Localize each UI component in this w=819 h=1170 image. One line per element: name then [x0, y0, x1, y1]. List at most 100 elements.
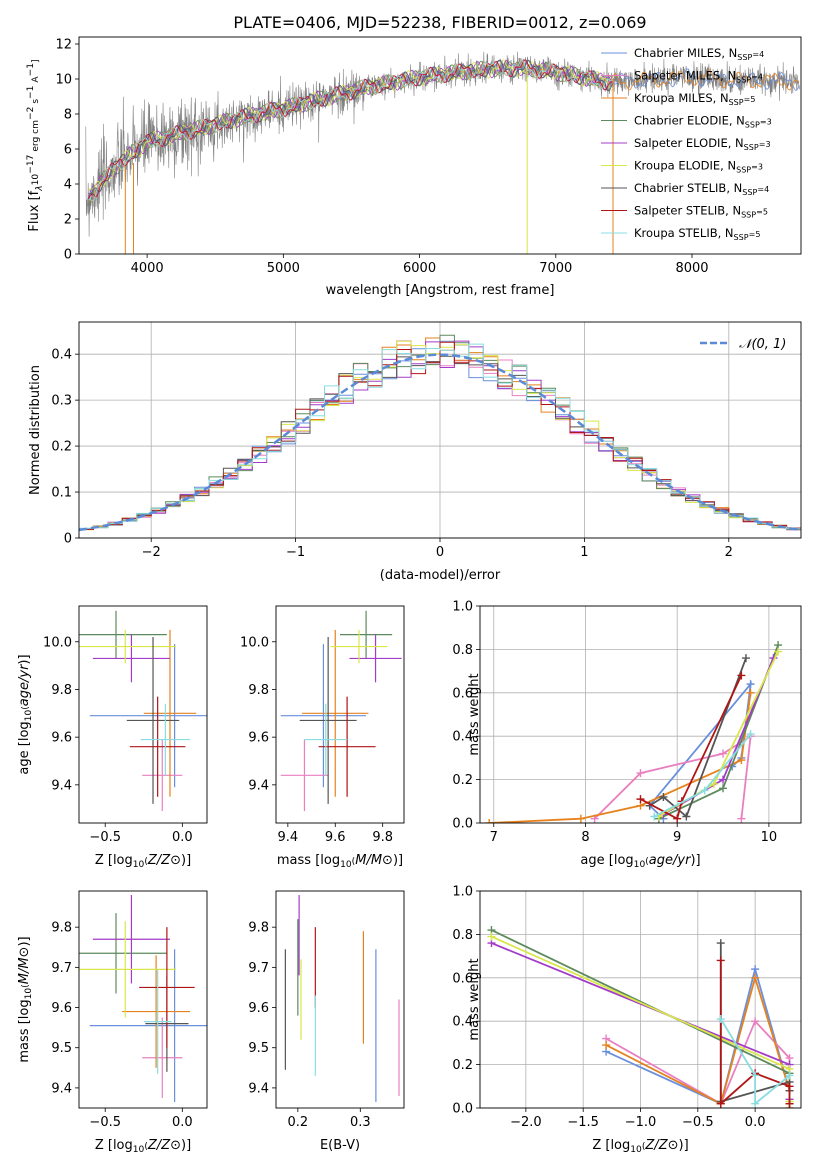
y-axis-label: Normed distribution [28, 365, 43, 495]
text-segment: 10 [340, 860, 352, 870]
series-marker-kroupa_stelib [716, 1015, 725, 1024]
text-segment: Flux [f [27, 190, 42, 231]
text-segment: ( [21, 984, 31, 988]
text-segment: s [31, 99, 41, 107]
x-tick-label: 6000 [403, 261, 436, 276]
series-marker-kroupa_miles [485, 819, 494, 823]
text-segment: Z [log [95, 853, 133, 868]
x-tick-label: 10 [761, 830, 778, 845]
x-tick-label: −2.0 [510, 1115, 542, 1130]
series-marker-kroupa_stelib [746, 730, 755, 739]
x-tick-label: 0.0 [745, 1115, 766, 1130]
x-axis-label: Z [log10(Z/Z⊙)] [95, 853, 191, 870]
series-marker-kroupa_stelib [700, 786, 709, 795]
x-axis-label: age [log10(age/yr)] [580, 853, 700, 870]
observed-spectrum-line [85, 51, 800, 237]
histogram-step-salpeter_stelib [79, 341, 801, 530]
x-axis-label: Z [log10(Z/Z⊙)] [95, 1138, 191, 1155]
y-tick-label: 8 [64, 108, 72, 123]
mass_vs_ebv-panel: 0.2 0.3 9.4 9.5 9.6 9.7 9.8 E(B-V) [248, 890, 405, 1153]
series-marker-kroupa_elodie [487, 932, 496, 941]
series-line-kroupa_elodie [658, 651, 779, 818]
text-segment: −2 [26, 107, 36, 120]
x-tick-label: −1.5 [567, 1115, 599, 1130]
y-axis-label: mass [log10(M/M⊙)] [17, 936, 34, 1062]
x-tick-label: 9.8 [372, 830, 393, 845]
text-segment: −1 [26, 86, 36, 99]
x-axis-label: E(B-V) [320, 1138, 360, 1153]
series-marker-salpeter_miles [737, 814, 746, 823]
y-tick-label: 10 [55, 73, 72, 88]
y-tick-label: 0.0 [452, 1102, 473, 1117]
x-axis-label: (data-model)/error [380, 568, 501, 583]
text-segment: Z/Z⊙ [147, 853, 181, 868]
axes-frame [78, 321, 802, 539]
errorbar-group [79, 895, 207, 1102]
y-tick-label: 9.4 [248, 778, 269, 793]
text-segment: =4 [757, 185, 769, 194]
x-tick-label: 8 [581, 830, 589, 845]
text-segment: =5 [756, 208, 768, 217]
age_vs_mass-panel: 9.4 9.6 9.8 9.4 9.6 9.8 10.0 mass [log10(M/M⊙)] [240, 605, 405, 870]
text-segment: =3 [751, 163, 763, 172]
y-tick-label: 0.0 [452, 817, 473, 832]
text-segment: Chabrier MILES, N [634, 46, 737, 60]
axes-frame [78, 890, 208, 1109]
model-spectrum-salpeter_stelib [88, 59, 613, 199]
text-segment: A [31, 76, 41, 86]
histogram-step-kroupa_stelib [79, 343, 801, 530]
y-axis-label: age [log10(age/yr)] [17, 654, 34, 774]
series-line-kroupa_miles [489, 692, 752, 823]
text-segment: )] [690, 853, 700, 868]
x-axis-label: wavelength [Angstrom, rest frame] [326, 283, 555, 298]
y-tick-label: 12 [55, 38, 72, 53]
text-segment: =3 [759, 140, 771, 149]
text-segment: Chabrier STELIB, N [634, 181, 742, 195]
text-segment: Salpeter ELODIE, N [634, 136, 744, 150]
x-tick-label: −1 [286, 545, 305, 560]
y-tick-label: 0.1 [51, 486, 72, 501]
text-segment: SSP [729, 98, 744, 107]
text-segment: age [log [580, 853, 633, 868]
y-tick-label: 0.2 [452, 773, 473, 788]
x-tick-label: −0.5 [682, 1115, 714, 1130]
text-segment: SSP [736, 166, 751, 175]
x-tick-label: −2 [142, 545, 161, 560]
text-segment: =4 [752, 50, 764, 59]
text-segment: ( [352, 857, 356, 867]
y-tick-label: 0.4 [452, 730, 473, 745]
series-group [485, 641, 783, 823]
text-segment: 10 [24, 988, 34, 1000]
text-segment: M/M⊙ [17, 947, 32, 985]
y-tick-label: 6 [64, 143, 72, 158]
y-tick-label: 9.6 [51, 1001, 72, 1016]
series-line-kroupa_stelib [720, 1018, 791, 1106]
text-segment: Z/Z⊙ [644, 1138, 678, 1153]
series-marker-salpeter_stelib [785, 1099, 794, 1108]
text-segment: 10 [31, 174, 41, 186]
legend-label: Chabrier ELODIE, NSSP=3 [634, 114, 772, 130]
text-segment: ( [21, 706, 31, 710]
y-tick-label: 0 [64, 532, 72, 547]
errorbar-group [284, 895, 400, 1102]
text-segment: )] [181, 853, 191, 868]
text-segment: =4 [751, 73, 763, 82]
text-segment: =5 [749, 230, 761, 239]
text-segment: −1 [26, 63, 36, 76]
text-segment: 10 [634, 860, 646, 870]
x-axis-label: mass [log10(M/M⊙)] [277, 853, 403, 870]
y-tick-label: 9.4 [51, 778, 72, 793]
text-segment: SSP [745, 121, 760, 130]
x-tick-label: 9.4 [278, 830, 299, 845]
y-axis-label-group: Flux [fλ10−17 erg cm−2 s−1 A−1] [26, 59, 45, 231]
histogram-legend: 𝒩(0, 1) [700, 337, 786, 352]
text-segment: )] [17, 936, 32, 946]
text-segment: ( [144, 857, 148, 867]
text-segment: ] [31, 59, 41, 63]
panels: 4000 5000 6000 7000 8000024681012wavelength … [17, 36, 802, 1155]
axes-frame [275, 605, 405, 824]
x-axis-label: Z [log10(Z/Z⊙)] [592, 1138, 688, 1155]
gaussian-curve [79, 353, 799, 532]
text-segment: mass [log [17, 999, 32, 1062]
